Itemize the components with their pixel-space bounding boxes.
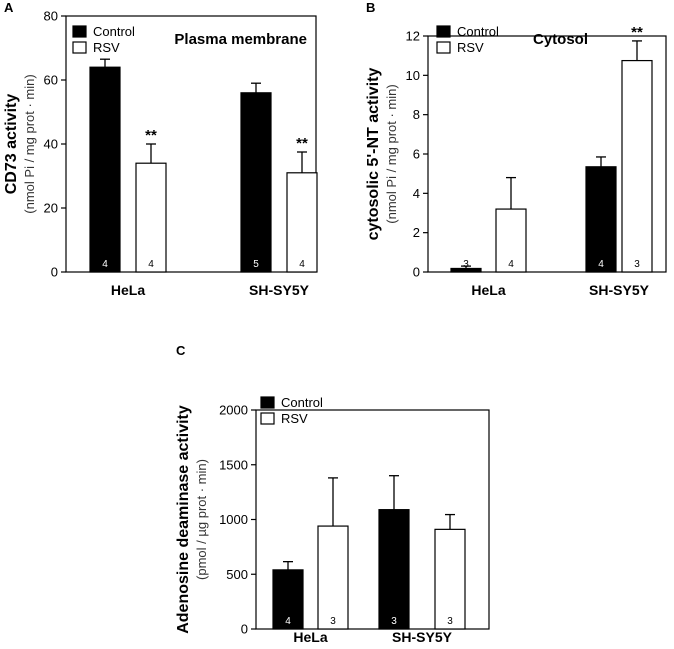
legend-label: RSV [281,411,308,426]
sample-size-label: 4 [299,259,305,270]
sample-size-label: 3 [447,616,453,627]
y-tick-label: 0 [241,622,248,637]
bar-control [89,66,121,273]
y-axis-units: (pmol / µg prot · min) [194,459,209,580]
y-tick-label: 1500 [219,457,248,472]
bar-rsv [495,208,527,273]
bar-rsv [317,525,349,630]
y-axis-units: (nmol Pi / mg prot · min) [384,84,399,223]
y-tick-label: 2000 [219,403,248,418]
y-tick-label: 8 [413,107,420,122]
x-category-label: SH-SY5Y [589,282,650,298]
y-tick-label: 40 [44,137,58,152]
y-tick-label: 0 [51,265,58,280]
x-category-label: HeLa [293,629,327,645]
y-tick-label: 6 [413,147,420,162]
bar-rsv [621,59,653,273]
legend-swatch [436,25,451,38]
bar-rsv [135,162,167,273]
legend-label: RSV [93,40,120,55]
significance-label: ** [631,24,643,41]
panel-letter: A [4,0,14,15]
y-tick-label: 12 [406,29,420,44]
legend-swatch [436,41,451,54]
y-tick-label: 0 [413,265,420,280]
bar-rsv [434,528,466,630]
legend-label: Control [281,395,323,410]
x-category-label: SH-SY5Y [249,282,310,298]
legend-label: Control [457,24,499,39]
sample-size-label: 5 [253,259,259,270]
significance-label: ** [145,127,157,144]
legend-label: RSV [457,40,484,55]
x-category-label: HeLa [111,282,145,298]
bar-control [272,569,304,630]
y-axis-label: Adenosine deaminase activity [175,405,192,634]
panel-letter: C [176,343,186,358]
y-tick-label: 4 [413,186,420,201]
chart-panel-a: A 0 20 40 60 80 CD73 activity (nmol Pi / mg pro… [3,0,318,298]
y-axis-label: cytosolic 5'-NT activity [365,68,382,241]
bar-control [450,267,482,273]
chart-title: Cytosol [533,31,588,48]
sample-size-label: 3 [330,616,336,627]
legend-swatch [72,25,87,38]
x-category-label: HeLa [471,282,505,298]
sample-size-label: 4 [102,259,108,270]
sample-size-label: 4 [285,616,291,627]
y-tick-label: 20 [44,201,58,216]
y-tick-label: 2 [413,225,420,240]
legend-swatch [260,412,275,425]
legend-swatch [72,41,87,54]
legend-swatch [260,396,275,409]
panel-letter: B [366,0,375,15]
chart-title: Plasma membrane [174,31,307,48]
chart-panel-c: C 0 500 1000 1500 2000 Adenosine deaminase act… [175,343,490,645]
y-tick-label: 10 [406,68,420,83]
y-tick-label: 60 [44,73,58,88]
sample-size-label: 4 [598,259,604,270]
x-category-label: SH-SY5Y [392,629,453,645]
sample-size-label: 3 [391,616,397,627]
y-tick-label: 80 [44,9,58,24]
sample-size-label: 4 [148,259,154,270]
legend-label: Control [93,24,135,39]
sample-size-label: 4 [508,259,514,270]
sample-size-label: 3 [634,259,640,270]
sample-size-label: 3 [463,259,469,270]
bar-control [585,166,617,273]
bar-rsv [286,172,318,273]
bar-control [240,92,272,273]
y-tick-label: 500 [226,567,248,582]
chart-panel-b: B 0 2 4 6 8 10 12 cytosolic 5'-NT activity (nmol … [365,0,667,298]
y-tick-label: 1000 [219,512,248,527]
y-axis-units: (nmol Pi / mg prot · min) [22,74,37,213]
significance-label: ** [296,135,308,152]
y-axis-label: CD73 activity [3,94,20,195]
bar-control [378,509,410,630]
